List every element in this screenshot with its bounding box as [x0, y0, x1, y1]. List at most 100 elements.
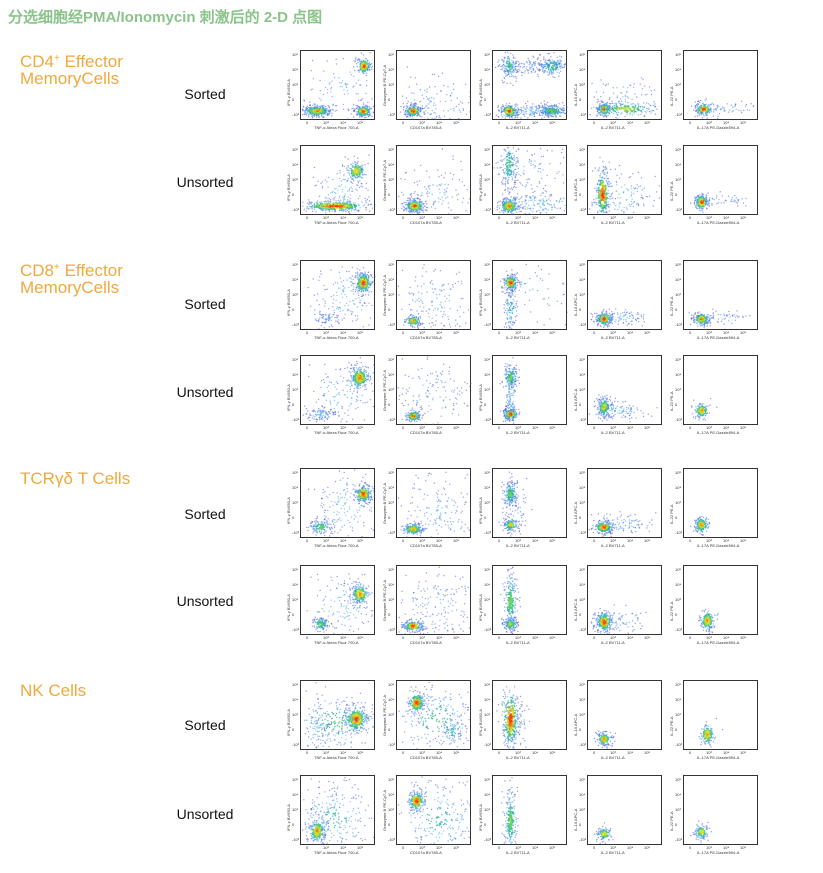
- event-dot: [350, 167, 352, 170]
- event-dot: [512, 158, 514, 161]
- event-dot: [342, 108, 345, 110]
- event-dot: [735, 108, 737, 110]
- event-dot: [313, 204, 316, 207]
- event-dot: [325, 113, 327, 116]
- event-dot: [344, 186, 347, 188]
- event-dot: [605, 208, 608, 210]
- event-dot: [632, 105, 634, 108]
- event-dot: [361, 201, 363, 203]
- event-dot: [431, 73, 434, 76]
- event-dot: [594, 201, 596, 203]
- event-dot: [405, 105, 408, 107]
- event-dot: [525, 102, 527, 105]
- x-tick-label: 10⁵: [357, 120, 364, 125]
- event-dot: [743, 109, 745, 112]
- event-dot: [440, 174, 443, 176]
- event-dot: [353, 110, 356, 112]
- event-dot: [514, 180, 516, 182]
- event-dot: [549, 195, 551, 198]
- event-dot: [590, 107, 593, 109]
- event-dot: [529, 67, 531, 70]
- event-dot: [556, 67, 558, 70]
- event-dot: [629, 176, 632, 178]
- event-dot: [364, 70, 367, 73]
- event-dot: [595, 203, 597, 205]
- event-dot: [515, 112, 517, 114]
- event-dot: [554, 61, 556, 64]
- event-dot: [545, 200, 548, 202]
- event-dot: [345, 85, 347, 87]
- event-dot: [636, 184, 638, 186]
- event-dot: [638, 103, 640, 105]
- event-dot: [439, 100, 441, 102]
- event-dot: [514, 199, 516, 201]
- event-dot: [504, 209, 506, 212]
- event-dot: [412, 210, 414, 212]
- x-tick-label: 10⁵: [644, 120, 651, 125]
- event-dot: [356, 189, 358, 192]
- event-dot: [306, 112, 308, 114]
- event-dot: [356, 107, 358, 110]
- event-dot: [498, 109, 500, 112]
- event-dot: [539, 63, 541, 65]
- event-dot: [503, 59, 505, 61]
- event-dot: [620, 104, 622, 106]
- event-dot: [351, 174, 353, 176]
- event-dot: [444, 183, 446, 185]
- event-dot: [512, 65, 515, 67]
- event-dot: [340, 205, 343, 208]
- event-dot: [503, 159, 505, 161]
- event-dot: [504, 51, 506, 54]
- event-dot: [512, 54, 514, 56]
- y-tick-label: 0: [579, 192, 582, 197]
- event-dot: [633, 113, 635, 115]
- event-dot: [640, 110, 643, 112]
- event-dot: [508, 150, 510, 152]
- event-dot: [646, 93, 648, 96]
- event-dot: [599, 180, 602, 182]
- event-dot: [342, 204, 344, 206]
- event-dot: [563, 108, 566, 110]
- event-dot: [624, 104, 626, 107]
- event-dot: [441, 196, 443, 199]
- event-dot: [543, 208, 545, 210]
- event-dot: [311, 118, 313, 121]
- event-dot: [752, 105, 755, 107]
- event-dot: [306, 110, 308, 112]
- event-dot: [563, 112, 566, 115]
- event-dot: [368, 154, 370, 156]
- event-dot: [548, 203, 550, 205]
- event-dot: [518, 201, 520, 203]
- event-dot: [411, 206, 413, 208]
- y-tick-label: 0: [388, 192, 391, 197]
- event-dot: [457, 199, 459, 201]
- event-dot: [409, 114, 412, 117]
- event-dot: [539, 205, 541, 208]
- event-dot: [306, 107, 308, 109]
- event-dot: [503, 76, 505, 79]
- event-dot: [346, 209, 348, 211]
- event-dot: [458, 103, 460, 106]
- event-dot: [726, 103, 728, 105]
- event-dot: [631, 98, 633, 100]
- event-dot: [353, 172, 356, 175]
- event-dot: [306, 207, 308, 210]
- event-dot: [514, 110, 516, 112]
- event-dot: [414, 200, 416, 203]
- event-dot: [630, 187, 632, 189]
- event-dot: [639, 83, 641, 85]
- event-dot: [505, 171, 507, 173]
- event-dot: [624, 98, 627, 100]
- event-dot: [501, 59, 503, 61]
- event-dot: [431, 109, 433, 112]
- event-dot: [648, 108, 650, 111]
- event-dot: [437, 197, 440, 199]
- event-dot: [332, 198, 334, 200]
- event-dot: [438, 176, 440, 178]
- event-dot: [365, 84, 368, 87]
- event-dot: [410, 203, 413, 206]
- event-dot: [695, 197, 698, 199]
- event-dot: [345, 206, 348, 209]
- event-dot: [497, 65, 499, 68]
- x-tick-label: 10⁵: [549, 215, 556, 220]
